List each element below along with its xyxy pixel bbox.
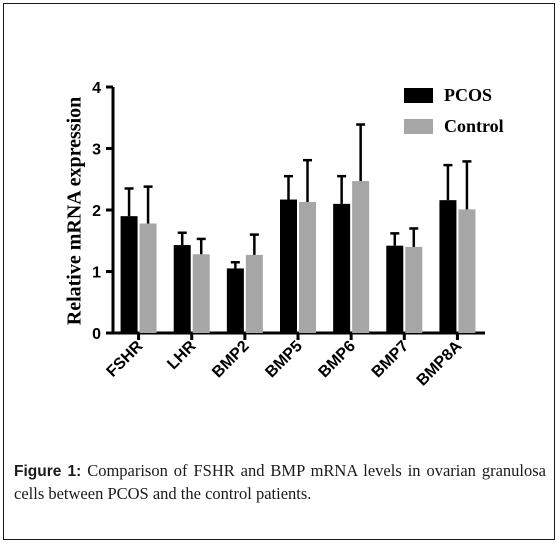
legend: PCOS Control: [404, 85, 504, 136]
legend-label-pcos: PCOS: [444, 85, 492, 105]
y-tick-label: 1: [92, 265, 101, 282]
y-tick-label: 3: [92, 142, 101, 159]
bar-control: [299, 202, 316, 333]
bar-pcos: [280, 199, 297, 333]
caption-label: Figure 1:: [14, 463, 82, 480]
x-tick-label: BMP8A: [414, 337, 466, 389]
bar-control: [192, 254, 210, 333]
bar-pcos: [120, 216, 138, 333]
x-tick-label: BMP6: [316, 338, 360, 382]
caption-text: Comparison of FSHR and BMP mRNA levels i…: [14, 461, 547, 503]
x-tick-label: LHR: [164, 337, 200, 373]
bar-control: [405, 246, 423, 333]
x-tick-label: FSHR: [104, 337, 147, 380]
figure-caption: Figure 1: Comparison of FSHR and BMP mRN…: [14, 460, 546, 505]
legend-label-control: Control: [444, 116, 504, 136]
bar-pcos: [226, 268, 244, 333]
x-tick-label: BMP2: [209, 338, 253, 382]
bar-pcos: [173, 245, 191, 333]
y-tick-label: 2: [92, 203, 101, 220]
y-tick-label: 4: [92, 80, 101, 97]
bar-pcos: [439, 200, 457, 333]
bar-control: [458, 209, 476, 333]
x-tick-label: BMP7: [369, 338, 413, 382]
y-axis-label: Relative mRNA expression: [64, 97, 86, 326]
legend-swatch-control: [404, 119, 433, 134]
bar-control: [139, 223, 157, 333]
bar-control: [245, 254, 263, 333]
bar-pcos: [386, 245, 404, 333]
bar-control: [352, 181, 370, 333]
bar-pcos: [333, 203, 351, 333]
y-tick-label: 0: [92, 326, 101, 343]
bar-chart: 0 1 2 3 4 FSHR LHR BMP2 BMP5 BMP6 BMP7 BMP8A Relati…: [64, 80, 504, 389]
legend-swatch-pcos: [404, 88, 433, 103]
x-tick-label: BMP5: [262, 338, 306, 382]
